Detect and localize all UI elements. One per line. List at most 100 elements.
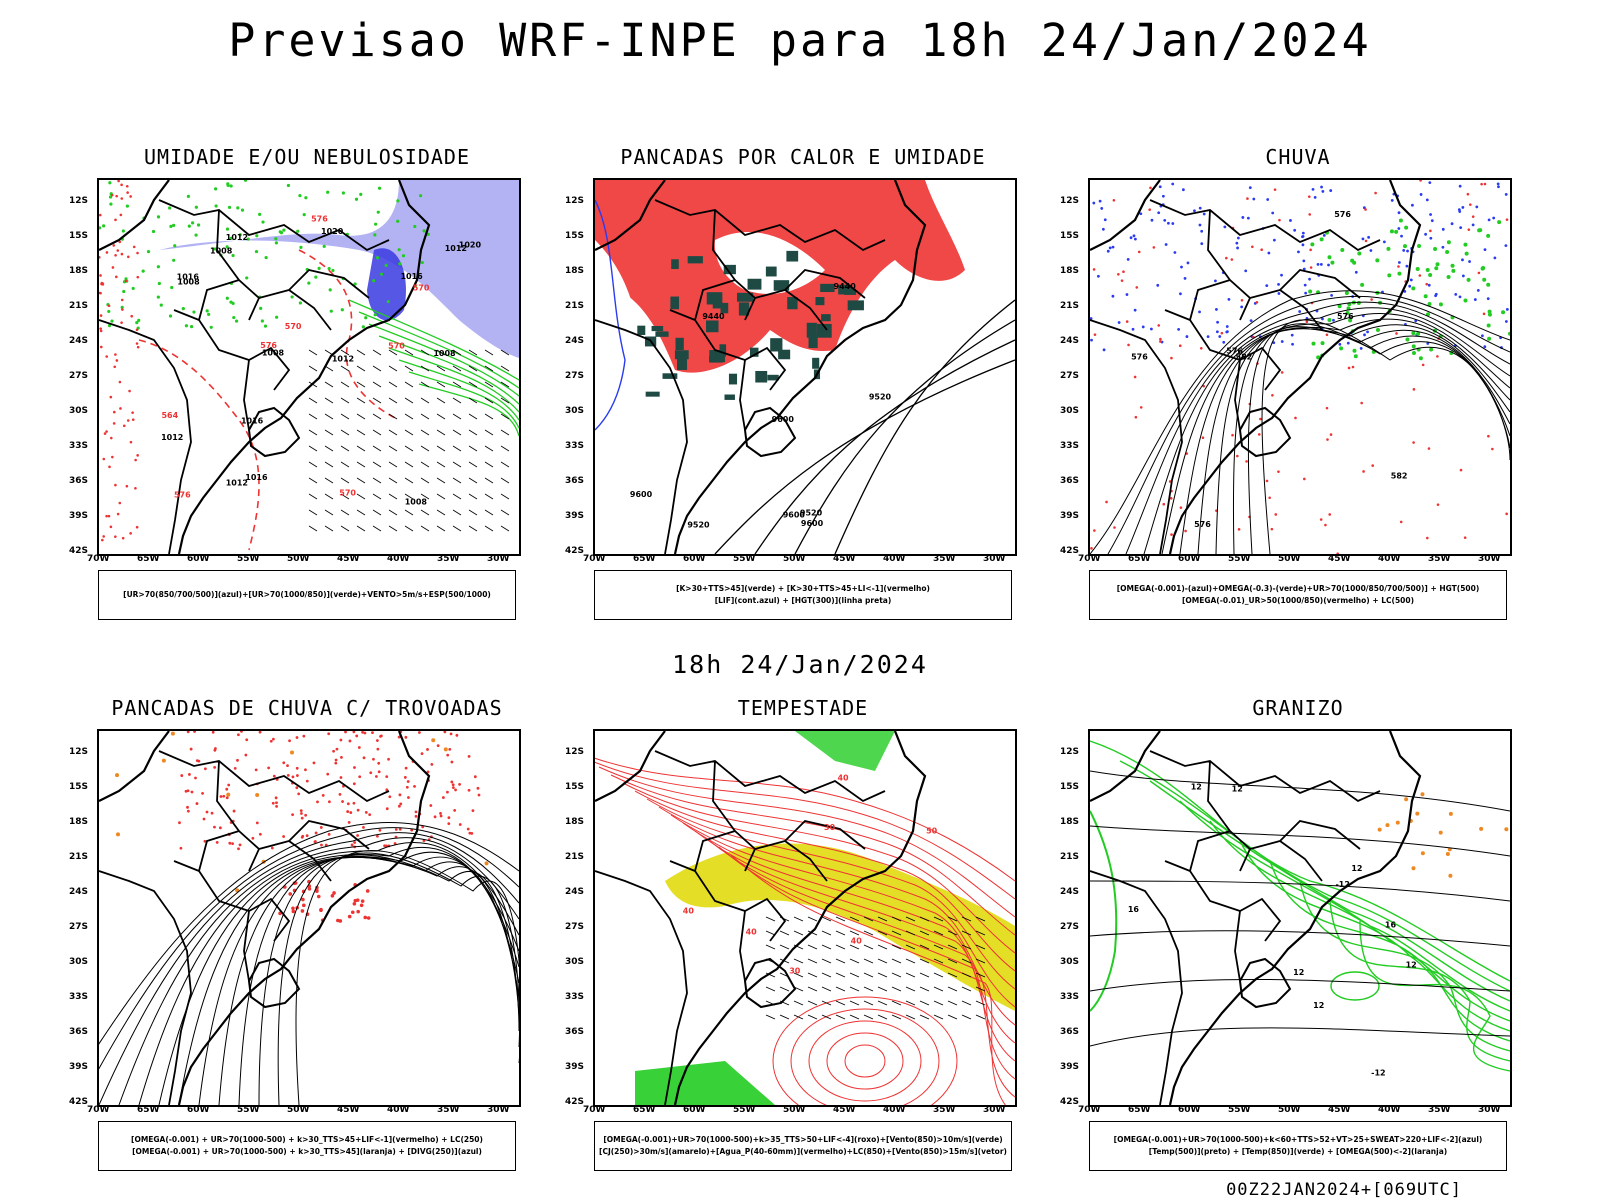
legend-line: [OMEGA(-0.001)+UR>70(1000-500)+k<60+TTS>… — [1113, 1135, 1483, 1144]
lon-label: 55W — [237, 554, 260, 564]
contour-label: 576 — [1131, 352, 1148, 361]
legend-line: [UR>70(850/700/500)](azul)+[UR>70(1000/8… — [123, 590, 491, 599]
lat-label: 39S — [69, 511, 89, 521]
contour-label: 9600 — [630, 490, 653, 499]
lat-label: 36S — [69, 476, 89, 486]
lat-label: 24S — [69, 887, 89, 897]
lat-label: 39S — [565, 1062, 585, 1072]
panel-title: UMIDADE E/OU NEBULOSIDADE — [143, 145, 471, 169]
lon-label: 30W — [983, 554, 1006, 564]
contour-label: 1008 — [433, 349, 456, 358]
panel-legend: [OMEGA(-0.001)+UR>70(1000-500)+k<60+TTS>… — [1089, 1121, 1507, 1171]
lon-label: 50W — [287, 554, 310, 564]
lon-label: 35W — [1428, 1105, 1451, 1115]
lon-label: 30W — [1478, 554, 1501, 564]
lon-label: 55W — [1228, 554, 1251, 564]
contour-label: 1016 — [400, 272, 423, 281]
lon-label: 50W — [1278, 554, 1301, 564]
lat-label: 18S — [69, 817, 89, 827]
lon-label: 60W — [683, 1105, 706, 1115]
map-panel-6: -12 -12 12 12 12 12 12 16 12 16 — [1088, 729, 1512, 1107]
legend-line: [CJ(250)>30m/s](amarelo)+[Agua_P(40-60mm… — [599, 1147, 1007, 1156]
contour-label: 1016 — [241, 417, 264, 426]
contour-label: 582 — [1391, 471, 1408, 480]
lon-label: 60W — [187, 554, 210, 564]
lat-label: 18S — [69, 266, 89, 276]
contour-label: 12 — [1313, 1001, 1324, 1010]
contour-label: 1008 — [177, 277, 200, 286]
contour-label: 570 — [413, 283, 430, 292]
contour-label: 576 — [1337, 312, 1354, 321]
panel-legend: [OMEGA(-0.001)+UR>70(1000-500)+k>35_TTS>… — [594, 1121, 1012, 1171]
lon-label: 50W — [783, 554, 806, 564]
map-panel-1: 1008 1008 1008 1008 1012 1008 1012 1012 1016 1012… — [97, 178, 521, 556]
lat-label: 24S — [1060, 887, 1080, 897]
lon-label: 30W — [1478, 1105, 1501, 1115]
lon-label: 40W — [387, 1105, 410, 1115]
panel-legend: [K>30+TTS>45](verde) + [K>30+TTS>45+LI<-… — [594, 570, 1012, 620]
lon-label: 45W — [337, 1105, 360, 1115]
contour-label: 576 — [260, 341, 277, 350]
lon-label: 65W — [137, 1105, 160, 1115]
lat-label: 18S — [565, 266, 585, 276]
panel-title: CHUVA — [1265, 145, 1331, 169]
contour-label: 40 — [746, 927, 758, 936]
lat-label: 27S — [565, 922, 585, 932]
lon-label: 70W — [1078, 554, 1101, 564]
lon-label: 45W — [833, 1105, 856, 1115]
map-panel-5: 40 40 50 40 30 30 40 — [593, 729, 1017, 1107]
lat-label: 12S — [69, 196, 89, 206]
lon-label: 55W — [1228, 1105, 1251, 1115]
lat-label: 24S — [565, 336, 585, 346]
contour-label: 1008 — [262, 348, 285, 357]
contour-label: 576 — [1194, 520, 1211, 529]
contour-label: 12 — [1191, 782, 1202, 791]
lon-label: 70W — [1078, 1105, 1101, 1115]
contour-label: 570 — [339, 489, 356, 498]
lat-label: 33S — [69, 992, 89, 1002]
contour-label: 576 — [1334, 210, 1351, 219]
lon-label: 35W — [933, 1105, 956, 1115]
contour-label: 1012 — [226, 479, 248, 488]
lat-label: 21S — [1060, 852, 1080, 862]
lat-label: 21S — [69, 852, 89, 862]
contour-label: 1008 — [210, 247, 233, 256]
lat-label: 30S — [565, 957, 585, 967]
contour-label: 570 — [285, 322, 302, 331]
lon-label: 40W — [883, 554, 906, 564]
lat-label: 42S — [1060, 1097, 1080, 1107]
lat-label: 15S — [1060, 782, 1080, 792]
lon-label: 45W — [833, 554, 856, 564]
lat-label: 30S — [1060, 957, 1080, 967]
lon-label: 40W — [387, 554, 410, 564]
legend-line: [LIF](cont.azul) + [HGT(300)](linha pret… — [714, 596, 892, 605]
lat-label: 27S — [69, 371, 89, 381]
contour-label: 1012 — [226, 233, 248, 242]
lon-label: 30W — [487, 554, 510, 564]
lon-label: 35W — [933, 554, 956, 564]
map-panel-2: 9600 9600 9600 9520 9520 9440 9440 9520 9600 — [593, 178, 1017, 556]
lat-label: 33S — [1060, 441, 1080, 451]
lat-label: 12S — [1060, 747, 1080, 757]
lat-label: 27S — [1060, 922, 1080, 932]
lat-label: 30S — [69, 406, 89, 416]
lat-label: 21S — [1060, 301, 1080, 311]
lat-label: 30S — [565, 406, 585, 416]
lat-label: 30S — [1060, 406, 1080, 416]
lon-label: 70W — [583, 1105, 606, 1115]
lat-label: 21S — [565, 852, 585, 862]
panel-title: PANCADAS POR CALOR E UMIDADE — [620, 145, 986, 169]
contour-label: 576 — [1226, 346, 1243, 355]
lat-label: 39S — [69, 1062, 89, 1072]
lon-label: 40W — [1378, 1105, 1401, 1115]
lon-label: 50W — [783, 1105, 806, 1115]
lat-label: 42S — [565, 546, 585, 556]
lat-label: 36S — [565, 1027, 585, 1037]
contour-label: 40 — [851, 936, 863, 945]
lon-label: 55W — [237, 1105, 260, 1115]
contour-label: 1020 — [459, 241, 482, 250]
contour-label: 40 — [837, 773, 849, 782]
